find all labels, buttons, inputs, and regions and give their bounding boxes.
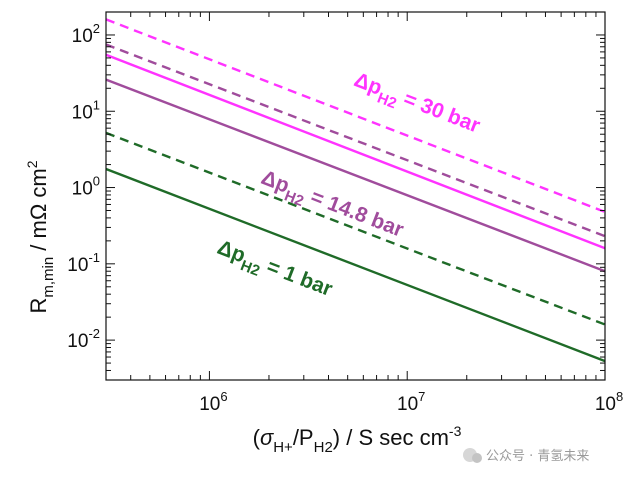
annotation-1-bar: ΔpH2 = 1 bar [212, 236, 336, 307]
watermark: 公众号 · 青氢未来 [463, 448, 589, 464]
x-tick-label: 106 [199, 389, 227, 415]
series-layer [105, 18, 606, 363]
series-line-1-bar-solid [105, 167, 606, 363]
y-tick-label: 102 [72, 21, 100, 47]
series-line-14-8-bar-solid [105, 78, 606, 273]
x-tick-label: 108 [595, 389, 623, 415]
watermark-text: 公众号 · 青氢未来 [486, 449, 589, 464]
plot-frame [105, 11, 606, 381]
series-line-30-bar-dashed [105, 18, 606, 214]
series-line-30-bar-solid [105, 53, 606, 250]
x-tick-label: 107 [397, 389, 425, 415]
y-tick-label: 10-1 [67, 250, 100, 276]
tick-layer: 106 107 108 10-2 10-1 100 101 102 [67, 11, 623, 415]
y-tick-label: 100 [72, 174, 100, 200]
series-line-1-bar-dashed [105, 131, 606, 326]
annotation-30-bar: ΔpH2 = 30 bar [349, 68, 483, 143]
y-tick-label: 10-2 [67, 326, 100, 352]
y-axis-title: Rm,min / mΩ cm2 [24, 160, 57, 313]
y-tick-label: 101 [72, 97, 100, 123]
watermark-logo-bubble [472, 453, 482, 463]
x-axis-title: (σH+/PH2) / S sec cm-3 [253, 423, 462, 456]
